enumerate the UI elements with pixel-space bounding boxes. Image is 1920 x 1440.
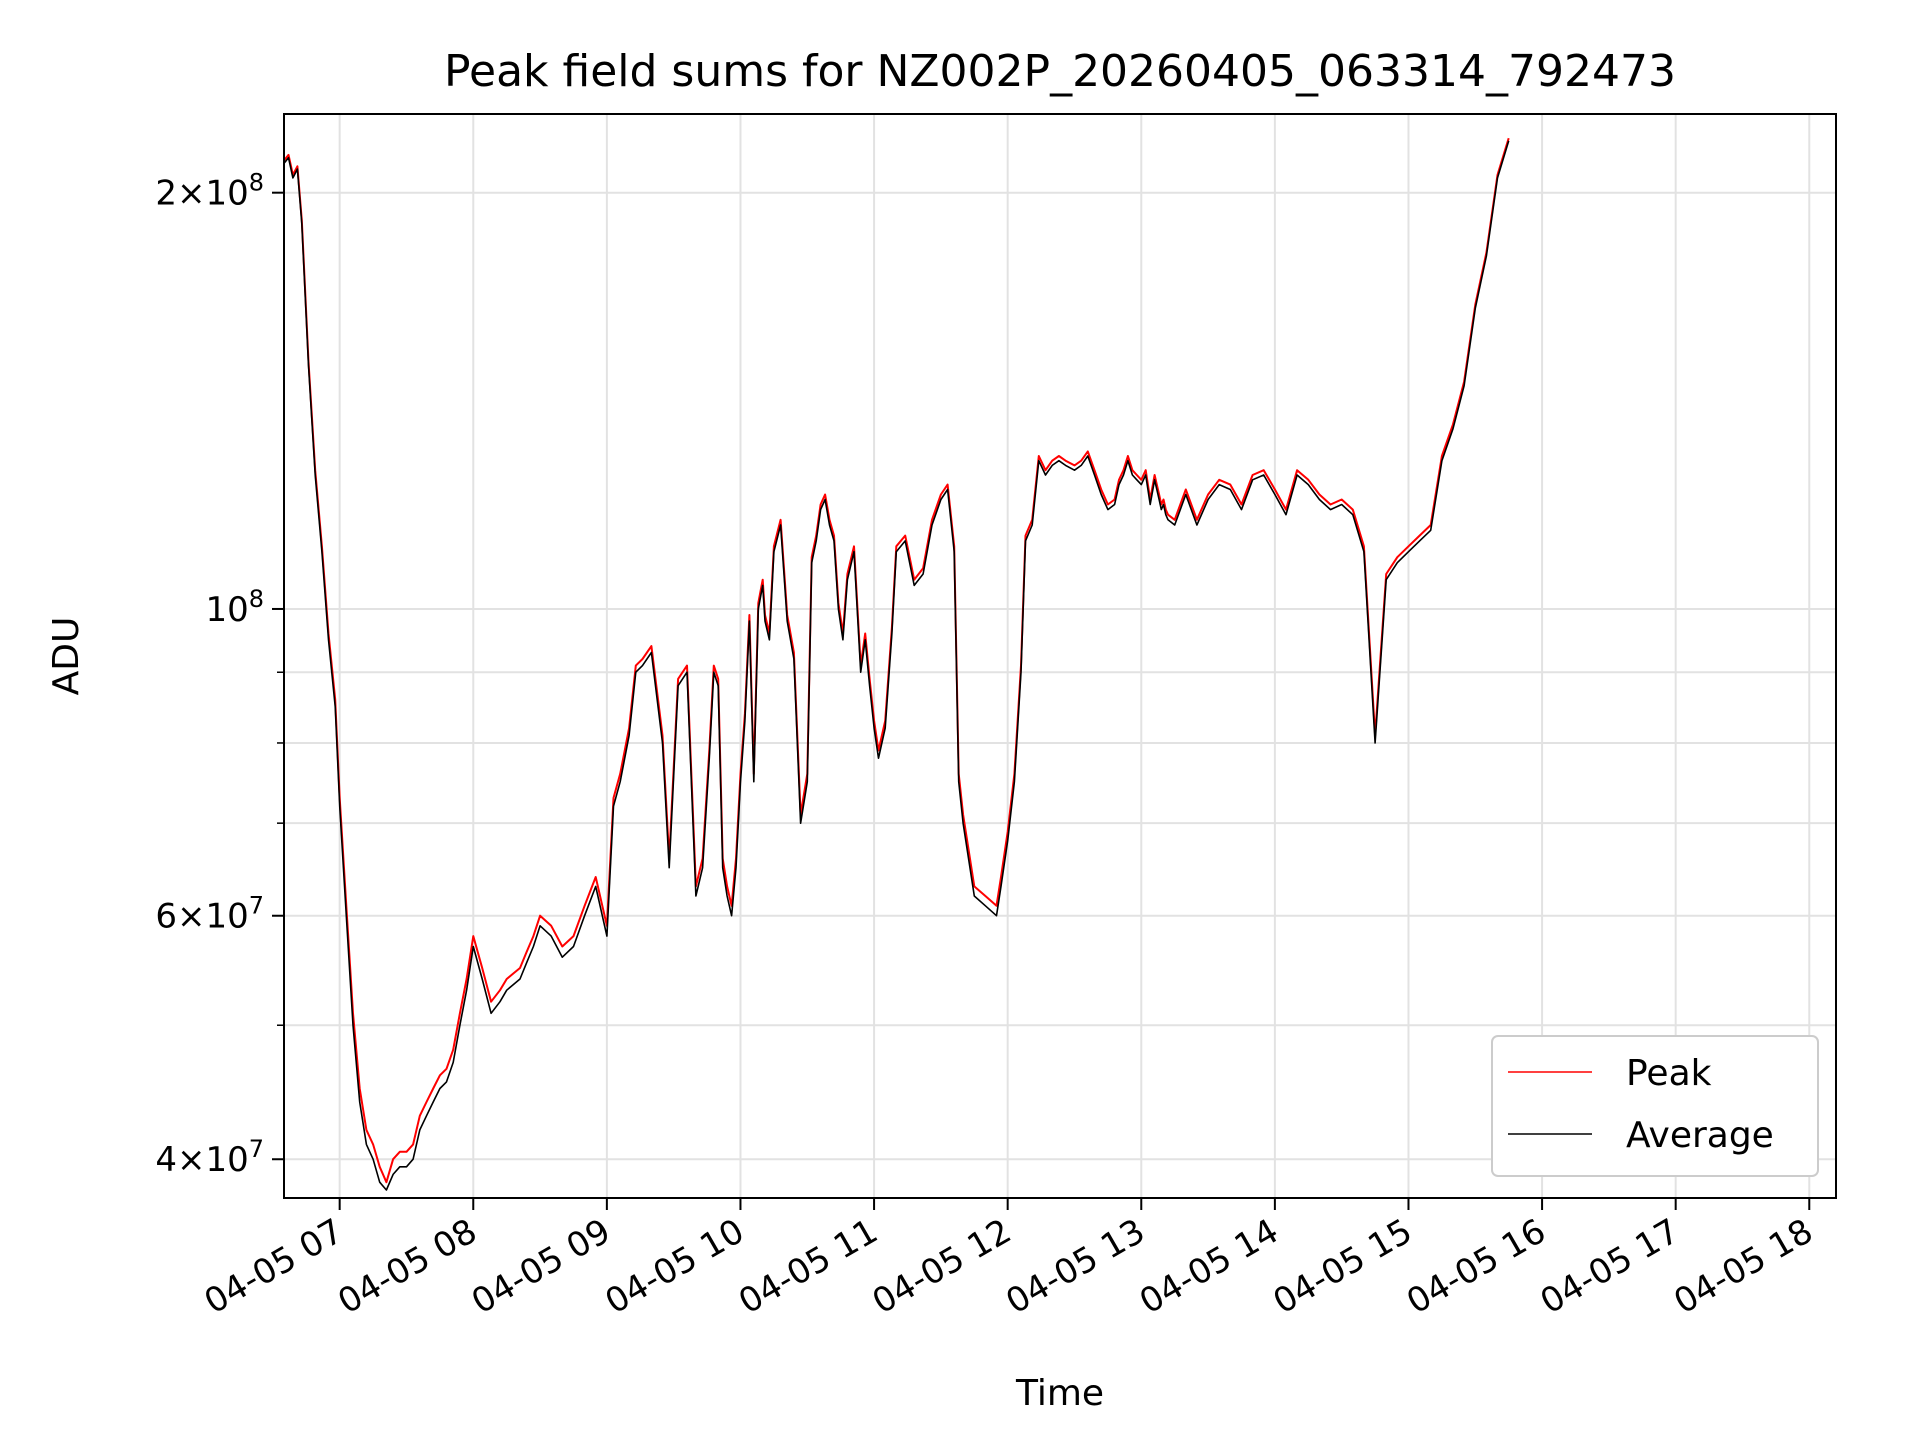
series-line-peak	[283, 137, 1510, 1184]
x-tick-label: 04-05 13	[999, 1211, 1151, 1322]
x-axis-label: Time	[1015, 1373, 1104, 1414]
series-line-average	[283, 140, 1510, 1191]
y-tick-label: 4×107	[155, 1135, 264, 1180]
chart-title: Peak field sums for NZ002P_20260405_0633…	[444, 46, 1676, 97]
y-tick-label: 2×108	[155, 169, 264, 214]
plot-frame	[283, 113, 1837, 1199]
x-tick-label: 04-05 16	[1400, 1211, 1552, 1322]
series-layer	[283, 137, 1510, 1191]
x-tick-label: 04-05 14	[1133, 1211, 1285, 1322]
y-axis-label: ADU	[46, 617, 87, 696]
legend: Peak Average	[1491, 1035, 1819, 1177]
x-tick-label: 04-05 12	[866, 1211, 1018, 1322]
x-tick-label: 04-05 11	[732, 1211, 884, 1322]
x-tick-label: 04-05 15	[1267, 1211, 1419, 1322]
y-tick-label: 108	[205, 585, 264, 630]
legend-label-average: Average	[1626, 1115, 1774, 1156]
y-axis: 4×107 6×107 108 2×108	[155, 169, 284, 1180]
legend-box	[1491, 1035, 1819, 1177]
legend-label-peak: Peak	[1626, 1053, 1712, 1094]
x-tick-label: 04-05 07	[198, 1211, 350, 1322]
x-tick-label: 04-05 08	[331, 1211, 483, 1322]
y-tick-label: 6×107	[155, 892, 264, 937]
x-tick-label: 04-05 09	[465, 1211, 617, 1322]
x-tick-label: 04-05 17	[1534, 1211, 1686, 1322]
x-tick-label: 04-05 10	[599, 1211, 751, 1322]
x-tick-label: 04-05 18	[1667, 1211, 1819, 1322]
